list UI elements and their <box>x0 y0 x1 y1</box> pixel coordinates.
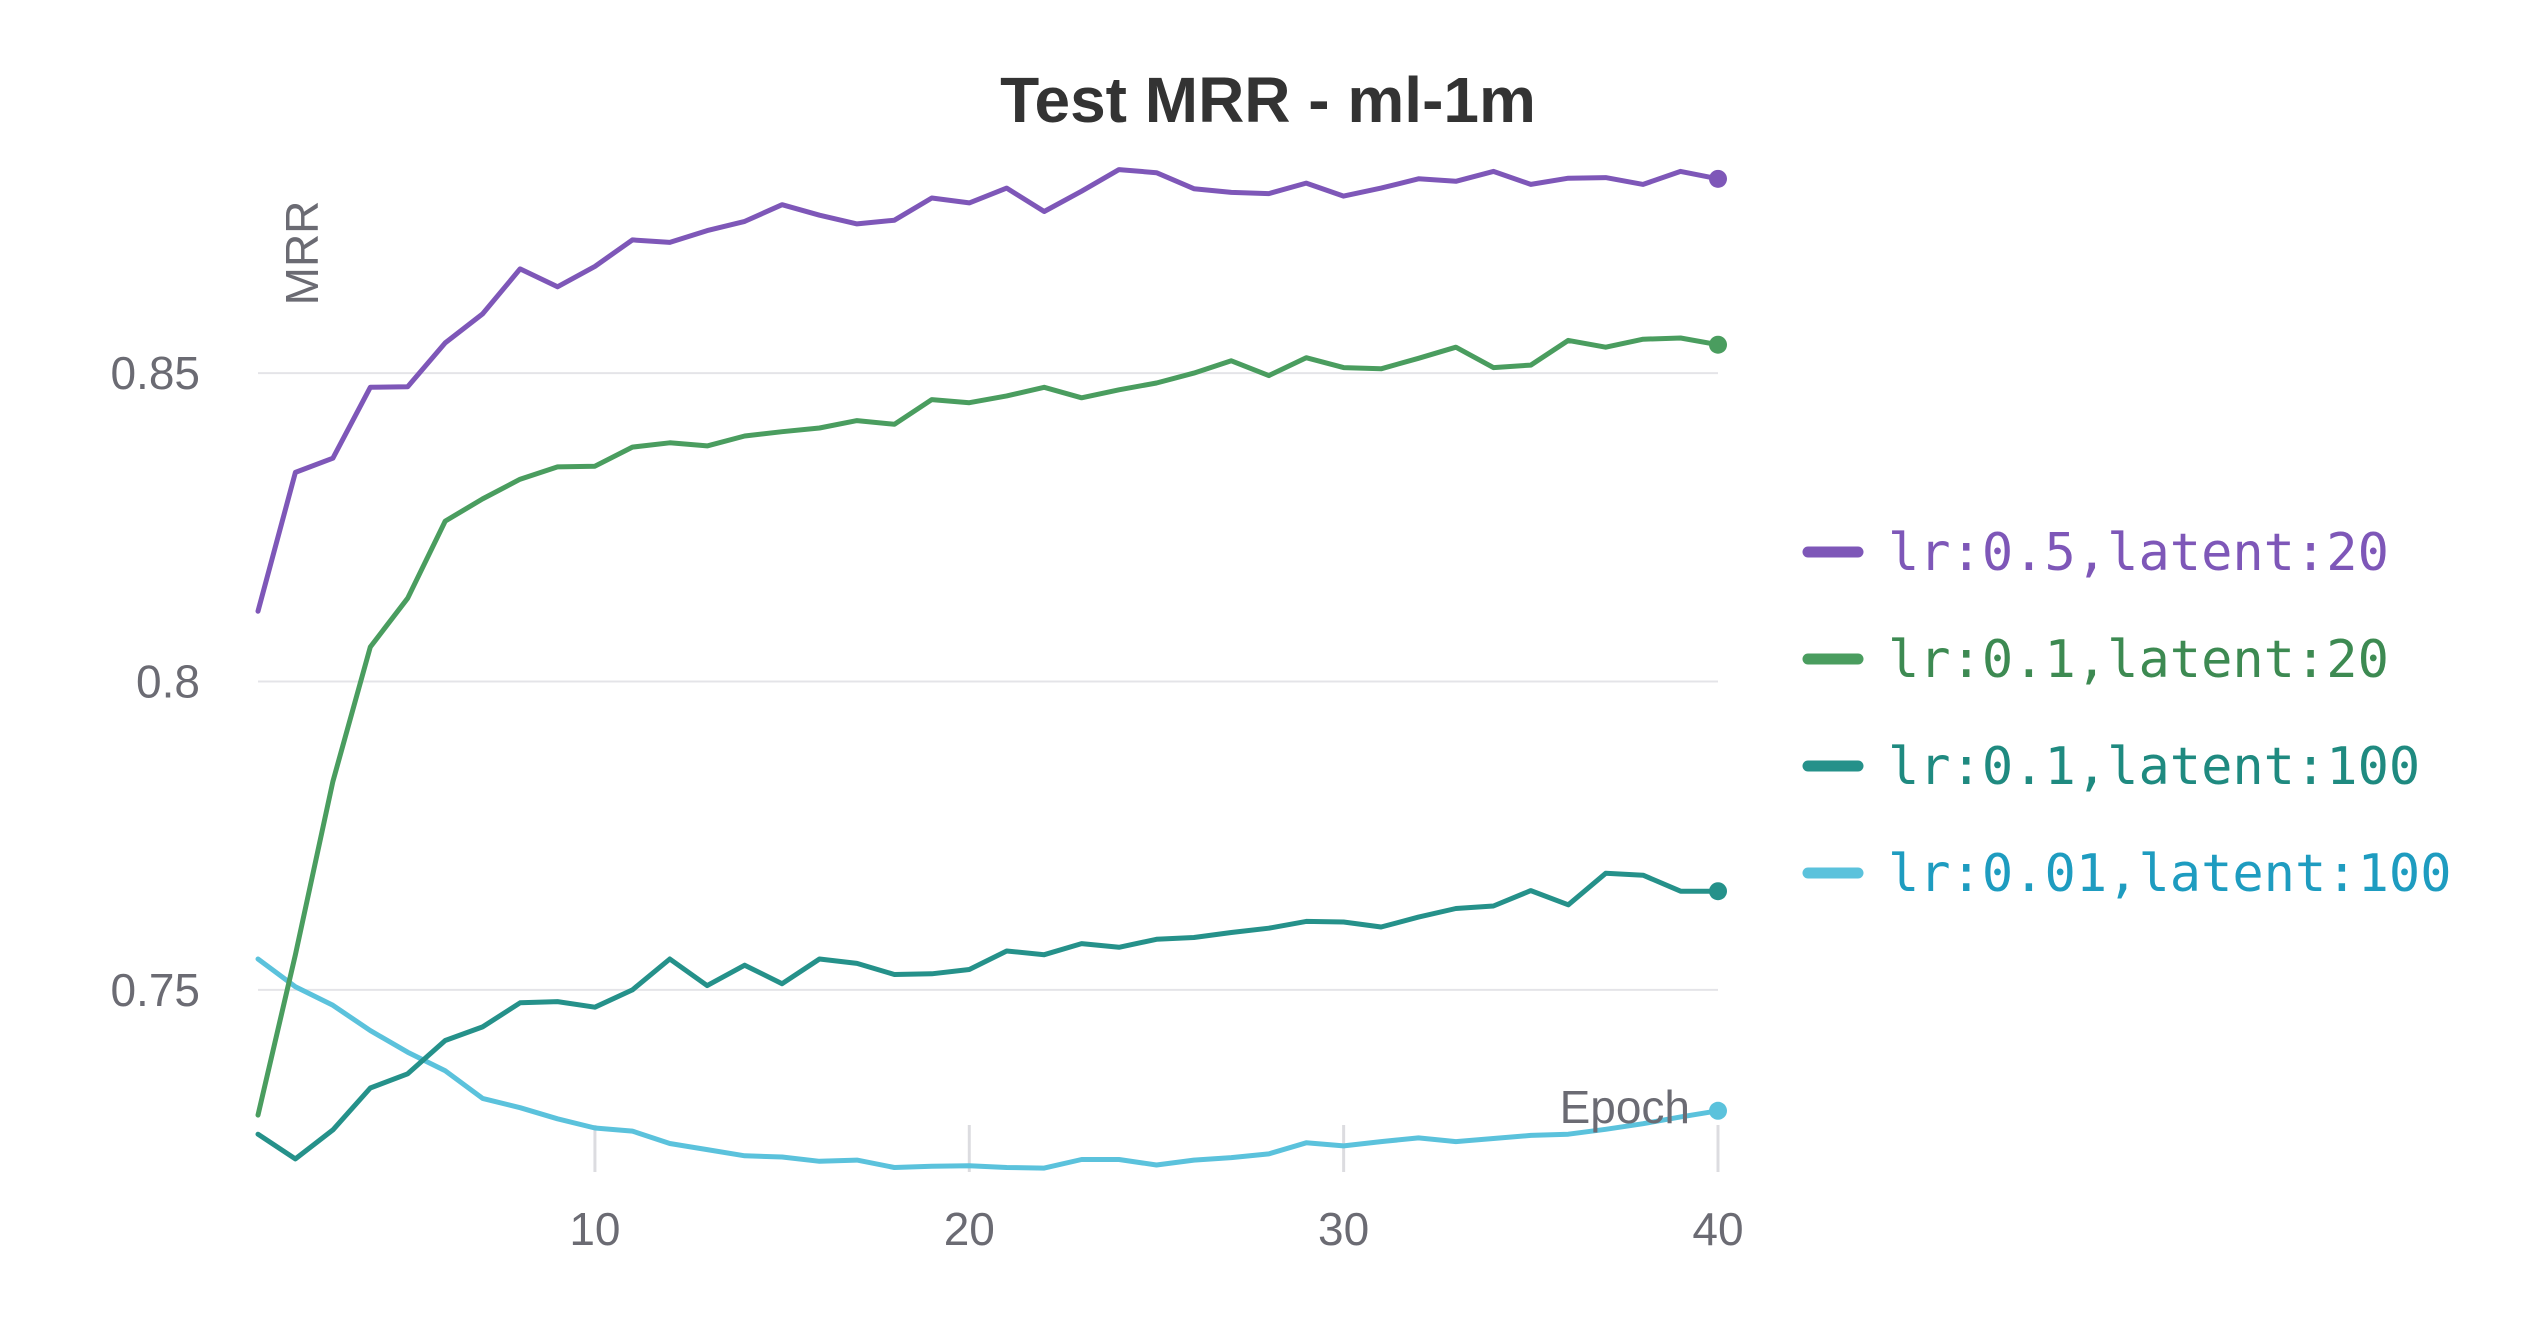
y-axis-label: MRR <box>276 201 328 306</box>
grid-lines <box>258 372 1718 991</box>
x-axis-ticks: 10 20 30 40 <box>569 1125 1744 1255</box>
y-tick-label: 0.85 <box>110 347 200 399</box>
y-tick-label: 0.8 <box>136 656 200 708</box>
x-tick-label: 10 <box>569 1203 620 1255</box>
x-tick-label: 30 <box>1318 1203 1369 1255</box>
series-endpoint <box>1709 335 1727 354</box>
legend-label: lr:0.5,latent:20 <box>1888 523 2389 583</box>
x-axis-label: Epoch <box>1560 1081 1690 1133</box>
x-tick-label: 20 <box>944 1203 995 1255</box>
series-line <box>255 335 1721 1118</box>
chart-title: Test MRR - ml-1m <box>1000 64 1536 136</box>
legend-label: lr:0.1,latent:100 <box>1888 737 2420 797</box>
series-endpoint <box>1709 169 1727 188</box>
y-tick-label: 0.75 <box>110 964 200 1016</box>
series-endpoint <box>1709 882 1727 901</box>
series-endpoint <box>1709 1101 1727 1120</box>
legend: lr:0.5,latent:20 lr:0.1,latent:20 lr:0.1,l… <box>1802 523 2452 904</box>
y-axis-ticks: 0.75 0.8 0.85 <box>110 347 200 1016</box>
series-line <box>255 870 1721 1162</box>
series-lines <box>255 167 1727 1171</box>
x-tick-label: 40 <box>1692 1203 1743 1255</box>
legend-label: lr:0.01,latent:100 <box>1888 844 2452 904</box>
series-line <box>255 956 1721 1171</box>
series-line <box>255 167 1721 614</box>
legend-label: lr:0.1,latent:20 <box>1888 630 2389 690</box>
